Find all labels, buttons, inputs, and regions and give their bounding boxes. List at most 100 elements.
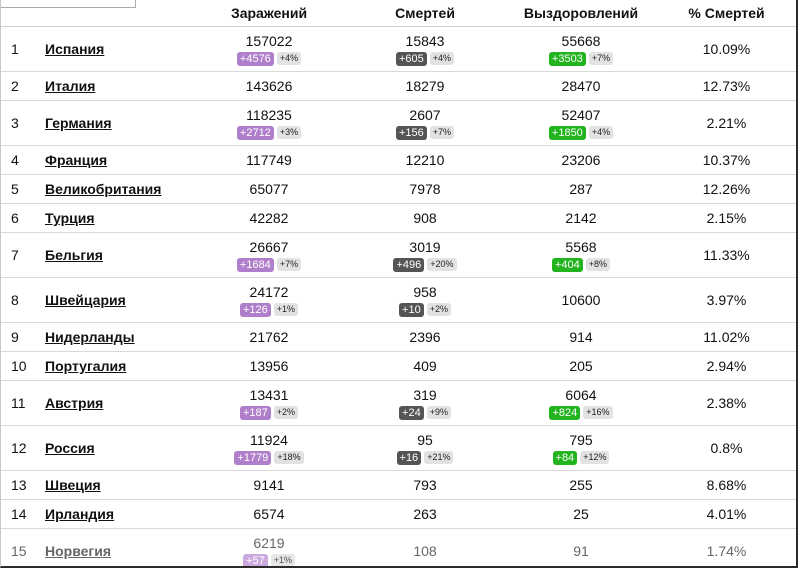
rank-cell: 10 bbox=[1, 351, 45, 381]
country-link[interactable]: Бельгия bbox=[45, 247, 103, 263]
deaths-percent-badge: +21% bbox=[424, 451, 454, 464]
infected-deltas: +1779 +18% bbox=[234, 450, 304, 465]
infected-value: 21762 bbox=[249, 329, 289, 345]
recovered-cell: 255 bbox=[505, 470, 657, 500]
country-link[interactable]: Великобритания bbox=[45, 181, 162, 197]
infected-delta-badge: +57 bbox=[243, 553, 268, 566]
recovered-percent-badge: +7% bbox=[588, 52, 614, 65]
country-cell: Швейцария bbox=[45, 277, 193, 323]
rank-cell: 5 bbox=[1, 174, 45, 204]
header-death-rate[interactable]: % Смертей bbox=[657, 0, 796, 27]
deaths-value: 7978 bbox=[409, 181, 441, 197]
header-recovered[interactable]: Выздоровлений bbox=[505, 0, 657, 27]
infected-cell: 13431 +187 +2% bbox=[193, 380, 345, 426]
deaths-cell: 18279 bbox=[345, 71, 505, 101]
deaths-delta-badge: +24 bbox=[399, 405, 424, 420]
death-rate-value: 11.02% bbox=[703, 329, 750, 345]
death-rate-value: 10.37% bbox=[702, 152, 751, 168]
recovered-deltas: +1850 +4% bbox=[548, 125, 614, 140]
rank-number: 11 bbox=[11, 395, 26, 411]
country-link[interactable]: Австрия bbox=[45, 395, 104, 411]
recovered-percent-badge: +16% bbox=[583, 406, 613, 419]
recovered-value: 287 bbox=[569, 181, 593, 197]
country-link[interactable]: Россия bbox=[45, 440, 95, 456]
deaths-value: 319 bbox=[413, 386, 437, 403]
infected-value: 13956 bbox=[249, 358, 289, 374]
country-cell: Италия bbox=[45, 71, 193, 101]
deaths-value: 2396 bbox=[409, 329, 441, 345]
deaths-cell: 908 bbox=[345, 203, 505, 233]
deaths-deltas: +16 +21% bbox=[396, 450, 454, 465]
infected-percent-badge: +1% bbox=[270, 554, 295, 566]
country-cell: Франция bbox=[45, 145, 193, 175]
table-row: 14 Ирландия 6574 263 25 4.01% bbox=[1, 499, 796, 529]
rank-number: 1 bbox=[11, 41, 19, 57]
country-link[interactable]: Испания bbox=[45, 41, 105, 57]
country-link[interactable]: Италия bbox=[45, 78, 96, 94]
table-header-row: Заражений Смертей Выздоровлений % Смерте… bbox=[1, 0, 796, 27]
table-row: 12 Россия 11924 +1779 +18% 95 +16 +21% 795 +84 +12… bbox=[1, 425, 796, 471]
country-link[interactable]: Швеция bbox=[45, 477, 101, 493]
country-link[interactable]: Франция bbox=[45, 152, 108, 168]
deaths-percent-badge: +20% bbox=[427, 258, 457, 271]
death-rate-value: 2.15% bbox=[706, 210, 747, 226]
recovered-value: 25 bbox=[573, 506, 589, 522]
deaths-value: 12210 bbox=[405, 152, 445, 168]
rank-number: 12 bbox=[11, 440, 27, 456]
death-rate-value: 2.38% bbox=[706, 395, 747, 411]
infected-cell: 118235 +2712 +3% bbox=[193, 100, 345, 146]
header-infected[interactable]: Заражений bbox=[193, 0, 345, 27]
recovered-value: 2142 bbox=[565, 210, 597, 226]
deaths-value: 908 bbox=[413, 210, 437, 226]
deaths-cell: 7978 bbox=[345, 174, 505, 204]
death-rate-value: 4.01% bbox=[706, 506, 747, 522]
rank-number: 15 bbox=[11, 543, 27, 559]
death-rate-cell: 12.26% bbox=[657, 174, 796, 204]
country-link[interactable]: Португалия bbox=[45, 358, 127, 374]
deaths-cell: 263 bbox=[345, 499, 505, 529]
deaths-deltas: +605 +4% bbox=[395, 51, 455, 66]
infected-percent-badge: +2% bbox=[273, 406, 299, 419]
death-rate-value: 2.94% bbox=[706, 358, 747, 374]
rank-cell: 12 bbox=[1, 425, 45, 471]
deaths-delta-badge: +496 bbox=[393, 257, 425, 272]
death-rate-value: 12.73% bbox=[702, 78, 751, 94]
infected-cell: 21762 bbox=[193, 322, 345, 352]
country-link[interactable]: Нидерланды bbox=[45, 329, 135, 345]
rank-cell: 11 bbox=[1, 380, 45, 426]
deaths-cell: 12210 bbox=[345, 145, 505, 175]
infected-percent-badge: +1% bbox=[273, 303, 299, 316]
recovered-delta-badge: +1850 bbox=[548, 125, 586, 140]
deaths-cell: 2607 +156 +7% bbox=[345, 100, 505, 146]
deaths-cell: 2396 bbox=[345, 322, 505, 352]
country-link[interactable]: Ирландия bbox=[45, 506, 115, 522]
header-deaths[interactable]: Смертей bbox=[345, 0, 505, 27]
rank-cell: 6 bbox=[1, 203, 45, 233]
country-link[interactable]: Германия bbox=[45, 115, 112, 131]
country-link[interactable]: Норвегия bbox=[45, 543, 112, 559]
table-row: 8 Швейцария 24172 +126 +1% 958 +10 +2% 10600 3.97… bbox=[1, 277, 796, 323]
rank-cell: 13 bbox=[1, 470, 45, 500]
deaths-value: 3019 bbox=[409, 238, 441, 255]
recovered-cell: 10600 bbox=[505, 277, 657, 323]
recovered-cell: 52407 +1850 +4% bbox=[505, 100, 657, 146]
rank-cell: 4 bbox=[1, 145, 45, 175]
infected-cell: 26667 +1684 +7% bbox=[193, 232, 345, 278]
recovered-deltas: +404 +8% bbox=[551, 257, 611, 272]
recovered-deltas: +824 +16% bbox=[549, 405, 613, 420]
rank-number: 2 bbox=[11, 78, 19, 94]
country-cell: Испания bbox=[45, 26, 193, 72]
death-rate-cell: 11.33% bbox=[657, 232, 796, 278]
deaths-delta-badge: +156 bbox=[395, 125, 427, 140]
death-rate-cell: 2.94% bbox=[657, 351, 796, 381]
deaths-deltas: +10 +2% bbox=[399, 302, 451, 317]
country-link[interactable]: Турция bbox=[45, 210, 95, 226]
panel-tab-edge bbox=[1, 0, 136, 8]
rank-cell: 2 bbox=[1, 71, 45, 101]
deaths-percent-badge: +2% bbox=[426, 303, 451, 316]
infected-value: 9141 bbox=[253, 477, 285, 493]
country-link[interactable]: Швейцария bbox=[45, 292, 126, 308]
deaths-deltas: +24 +9% bbox=[399, 405, 451, 420]
recovered-cell: 795 +84 +12% bbox=[505, 425, 657, 471]
